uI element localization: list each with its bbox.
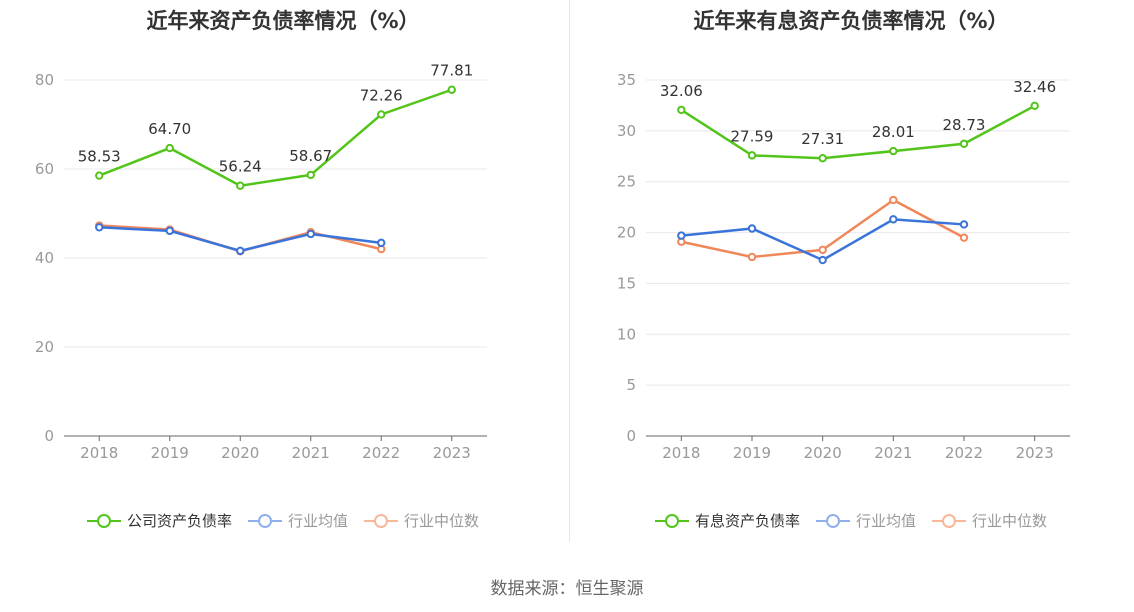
chart-panel-debt-ratio: 近年来资产负债率情况（%） 0 20 40 60 80 2018 2019 2020 2021 2… — [0, 0, 566, 560]
data-point — [889, 146, 898, 156]
data-point — [236, 246, 245, 256]
data-point — [747, 151, 757, 160]
data-point — [889, 215, 898, 224]
data-point — [677, 231, 686, 240]
data-label: 27.31 — [801, 130, 844, 148]
y-tick-label: 0 — [626, 427, 636, 445]
legend-marker-icon — [654, 513, 689, 529]
legend-item-industry-mean[interactable]: 行业均值 — [815, 510, 916, 531]
data-point — [818, 154, 827, 163]
x-tick-label: 2023 — [1016, 444, 1054, 462]
series-line — [680, 104, 1036, 160]
x-tick-label: 2023 — [433, 444, 471, 462]
x-tick-label: 2018 — [662, 444, 700, 462]
chart-title: 近年来有息资产负债率情况（%） — [693, 9, 1009, 33]
data-label: 32.06 — [660, 82, 703, 100]
line-chart-debt-ratio: 0 20 40 60 80 2018 2019 2020 2021 2022 2023 58.53 64… — [35, 62, 487, 462]
data-label: 27.59 — [731, 127, 774, 145]
legend-label: 公司资产负债率 — [126, 512, 232, 530]
legend-marker-icon — [86, 513, 121, 529]
y-tick-label: 25 — [617, 173, 636, 191]
series-line — [98, 88, 453, 187]
y-tick-label: 40 — [35, 249, 54, 267]
legend-item-industry-mean[interactable]: 行业均值 — [247, 510, 348, 531]
x-tick-label: 2020 — [221, 444, 259, 462]
data-point — [447, 85, 456, 94]
data-label: 28.73 — [943, 116, 986, 134]
data-point — [1030, 101, 1039, 111]
chart-legend: 有息资产负债率 行业均值 行业中位数 — [568, 510, 1134, 531]
legend-marker-icon — [932, 513, 966, 529]
legend-label: 有息资产负债率 — [694, 512, 800, 530]
legend-marker-icon — [364, 513, 398, 529]
data-point — [959, 220, 969, 229]
legend-marker-icon — [815, 513, 850, 529]
x-tick-label: 2019 — [733, 444, 771, 462]
data-point — [165, 143, 174, 153]
x-tick-label: 2021 — [874, 444, 912, 462]
y-tick-label: 35 — [617, 71, 636, 89]
legend-item-company[interactable]: 有息资产负债率 — [654, 510, 800, 531]
y-tick-label: 30 — [617, 122, 636, 140]
data-point — [889, 195, 898, 205]
chart-legend: 公司资产负债率 行业均值 行业中位数 — [0, 510, 566, 531]
data-label: 72.26 — [360, 86, 403, 104]
legend-marker-icon — [247, 513, 282, 529]
x-tick-label: 2019 — [151, 444, 189, 462]
data-point — [95, 171, 104, 180]
data-point — [677, 105, 686, 115]
data-point — [306, 170, 315, 180]
y-tick-label: 15 — [617, 274, 636, 292]
y-tick-label: 20 — [35, 338, 54, 356]
data-point — [818, 245, 827, 255]
data-label: 32.46 — [1013, 78, 1056, 96]
legend-label: 行业中位数 — [972, 512, 1048, 530]
data-point — [747, 252, 757, 262]
legend-label: 行业均值 — [855, 512, 916, 530]
legend-item-company[interactable]: 公司资产负债率 — [86, 510, 232, 531]
line-chart-interest-bearing-ratio: 0 5 10 15 20 25 30 35 2018 2019 2020 2021 2022 2023 32… — [617, 71, 1070, 462]
x-tick-label: 2022 — [362, 444, 400, 462]
y-tick-label: 60 — [35, 160, 54, 178]
data-label: 28.01 — [872, 123, 915, 141]
data-source-note: 数据来源：恒生聚源 — [490, 579, 644, 599]
panel-divider — [569, 0, 570, 542]
data-point — [95, 223, 104, 232]
legend-label: 行业中位数 — [404, 512, 480, 530]
x-tick-label: 2020 — [804, 444, 842, 462]
x-tick-label: 2018 — [80, 444, 118, 462]
data-point — [165, 226, 174, 236]
data-point — [747, 224, 757, 233]
data-point — [236, 181, 245, 190]
chart-panel-interest-bearing-ratio: 近年来有息资产负债率情况（%） 0 5 10 15 20 25 30 35 2018 2019 20… — [568, 0, 1134, 560]
x-tick-label: 2022 — [945, 444, 983, 462]
data-label: 64.70 — [148, 120, 191, 138]
data-point — [306, 229, 315, 239]
y-tick-label: 0 — [44, 427, 54, 445]
data-point — [959, 139, 969, 148]
data-label: 56.24 — [219, 158, 262, 176]
y-tick-label: 20 — [617, 224, 636, 242]
y-tick-label: 10 — [617, 325, 636, 343]
data-point — [959, 233, 969, 242]
data-label: 77.81 — [430, 62, 473, 80]
data-point — [377, 110, 386, 119]
y-tick-label: 80 — [35, 71, 54, 89]
y-tick-label: 5 — [626, 376, 636, 394]
legend-item-industry-median[interactable]: 行业中位数 — [932, 510, 1047, 531]
legend-label: 行业均值 — [287, 512, 348, 530]
legend-item-industry-median[interactable]: 行业中位数 — [364, 510, 479, 531]
chart-title: 近年来资产负债率情况（%） — [146, 9, 420, 33]
data-label: 58.67 — [289, 147, 332, 165]
data-point — [377, 238, 386, 248]
x-tick-label: 2021 — [292, 444, 330, 462]
data-point — [818, 255, 827, 265]
data-label: 58.53 — [78, 148, 121, 166]
